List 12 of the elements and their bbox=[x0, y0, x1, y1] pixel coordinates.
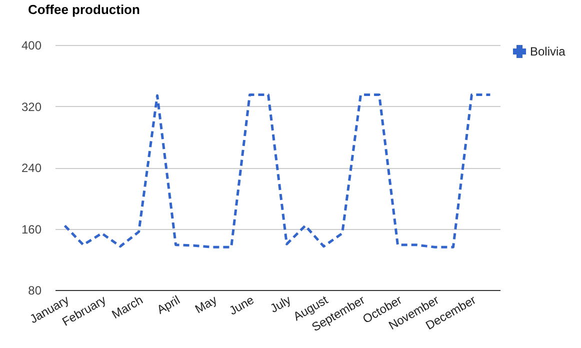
y-tick-label: 320 bbox=[21, 100, 42, 114]
line-series bbox=[64, 94, 492, 248]
x-tick-label: July bbox=[268, 292, 294, 316]
y-tick-label: 240 bbox=[21, 161, 42, 175]
chart-title: Coffee production bbox=[28, 2, 140, 17]
y-tick-label: 400 bbox=[21, 38, 42, 52]
x-tick-label: May bbox=[192, 292, 220, 316]
y-tick-label: 160 bbox=[21, 222, 42, 236]
legend-label: Bolivia bbox=[530, 44, 566, 58]
x-tick-label: June bbox=[226, 292, 257, 318]
x-tick-label: April bbox=[154, 292, 182, 317]
y-tick-label: 80 bbox=[28, 284, 42, 298]
